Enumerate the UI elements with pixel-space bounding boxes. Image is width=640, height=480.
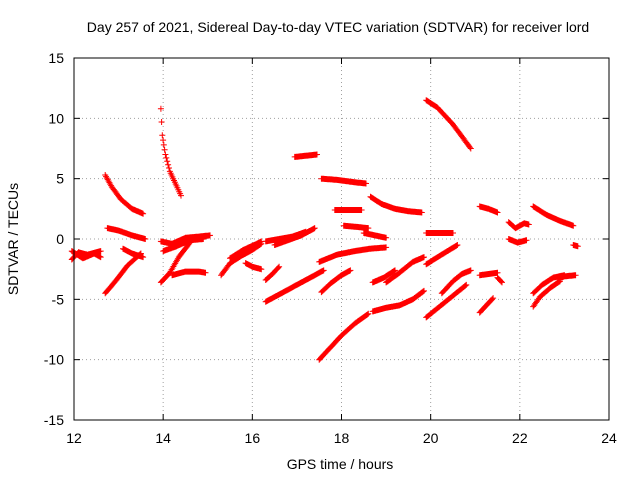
data-point-markers xyxy=(383,254,427,286)
series-arc-30 xyxy=(383,254,427,286)
x-axis-label: GPS time / hours xyxy=(287,456,394,472)
data-point-markers xyxy=(262,263,283,283)
data-point-markers xyxy=(360,230,390,241)
series-arc-27 xyxy=(367,193,425,216)
series-arc-13 xyxy=(227,238,265,262)
data-point-markers xyxy=(318,267,354,296)
data-point-markers xyxy=(554,272,579,282)
data-point-markers xyxy=(505,236,530,246)
series-arc-12 xyxy=(218,240,265,279)
data-point-markers xyxy=(102,250,144,297)
data-point-markers xyxy=(369,267,398,286)
series-arc-26 xyxy=(316,310,372,363)
series-arc-41 xyxy=(505,236,530,246)
series-arc-04 xyxy=(104,225,149,242)
y-tick-label: -5 xyxy=(52,291,65,307)
series-arc-19 xyxy=(291,151,320,160)
y-tick-label: 10 xyxy=(48,110,64,126)
data-point-markers xyxy=(316,244,390,265)
series-arc-22 xyxy=(340,222,372,232)
data-point-markers xyxy=(423,281,470,321)
data-point-markers xyxy=(271,225,318,248)
series-arc-45 xyxy=(554,272,579,282)
data-point-markers xyxy=(494,274,505,286)
series-arc-14 xyxy=(242,260,265,273)
series-arc-15 xyxy=(262,263,283,283)
x-tick-label: 18 xyxy=(334,430,350,446)
x-tick-label: 14 xyxy=(155,430,171,446)
data-point-markers xyxy=(530,278,563,310)
data-point-markers xyxy=(530,203,577,229)
data-point-markers xyxy=(104,225,149,242)
data-point-markers xyxy=(227,238,265,262)
data-point-markers xyxy=(218,240,265,279)
series-arc-39 xyxy=(494,274,505,286)
data-point-markers xyxy=(570,242,581,250)
series-arc-44 xyxy=(530,278,563,310)
series-arc-07 xyxy=(157,105,184,199)
x-tick-label: 24 xyxy=(601,430,617,446)
series-arc-34 xyxy=(423,281,470,321)
data-point-markers xyxy=(423,242,461,268)
x-tick-label: 12 xyxy=(66,430,82,446)
y-tick-label: -15 xyxy=(44,412,64,428)
series-arc-33 xyxy=(423,242,461,268)
y-tick-label: -10 xyxy=(44,352,64,368)
data-point-markers xyxy=(169,268,209,279)
data-point-markers xyxy=(157,239,193,286)
series-arc-42 xyxy=(530,203,577,229)
series-arc-35 xyxy=(438,267,474,297)
series-arc-21 xyxy=(331,207,365,213)
data-point-markers xyxy=(505,219,532,232)
series-arc-24 xyxy=(316,244,390,265)
y-axis-label: SDTVAR / TECUs xyxy=(5,183,21,295)
data-point-markers xyxy=(476,269,501,279)
series-arc-11 xyxy=(169,268,209,279)
series-arc-10 xyxy=(157,239,193,286)
x-tick-label: 20 xyxy=(423,430,439,446)
data-point-markers xyxy=(476,203,501,216)
chart-title: Day 257 of 2021, Sidereal Day-to-day VTE… xyxy=(87,19,589,35)
series-arc-17 xyxy=(271,225,318,248)
series-arc-06 xyxy=(102,250,144,297)
data-point-markers xyxy=(423,97,474,152)
data-point-markers xyxy=(242,260,265,273)
data-point-markers xyxy=(318,175,369,187)
x-tick-label: 22 xyxy=(512,430,528,446)
data-point-markers xyxy=(157,105,184,199)
grid xyxy=(74,58,609,420)
ticks: 12 14 16 18 20 22 24 -15 -10 -5 0 5 10 15 xyxy=(44,50,617,446)
data-point-markers xyxy=(340,222,372,232)
data-point-markers xyxy=(291,151,320,160)
y-tick-label: 5 xyxy=(56,171,64,187)
data-point-markers xyxy=(102,172,147,217)
data-point-markers xyxy=(367,193,425,216)
series-arc-18 xyxy=(262,267,327,305)
series-arc-46 xyxy=(570,242,581,250)
series-arc-37 xyxy=(476,269,501,279)
series-arc-29 xyxy=(369,267,398,286)
series-arc-23 xyxy=(360,230,390,241)
data-layer xyxy=(68,97,581,363)
series-arc-36 xyxy=(476,203,501,216)
data-point-markers xyxy=(316,310,372,363)
series-arc-25 xyxy=(318,267,354,296)
data-point-markers xyxy=(331,207,365,213)
series-arc-28 xyxy=(369,287,427,315)
series-arc-40 xyxy=(505,219,532,232)
x-tick-label: 16 xyxy=(245,430,261,446)
series-arc-20 xyxy=(318,175,369,187)
y-tick-label: 0 xyxy=(56,231,64,247)
data-point-markers xyxy=(438,267,474,297)
y-tick-label: 15 xyxy=(48,50,64,66)
series-arc-31 xyxy=(423,97,474,152)
series-arc-38 xyxy=(476,295,497,316)
series-arc-03 xyxy=(102,172,147,217)
data-point-markers xyxy=(262,267,327,305)
series-arc-32 xyxy=(423,230,456,236)
data-point-markers xyxy=(369,287,427,315)
data-point-markers xyxy=(476,295,497,316)
data-point-markers xyxy=(423,230,456,236)
